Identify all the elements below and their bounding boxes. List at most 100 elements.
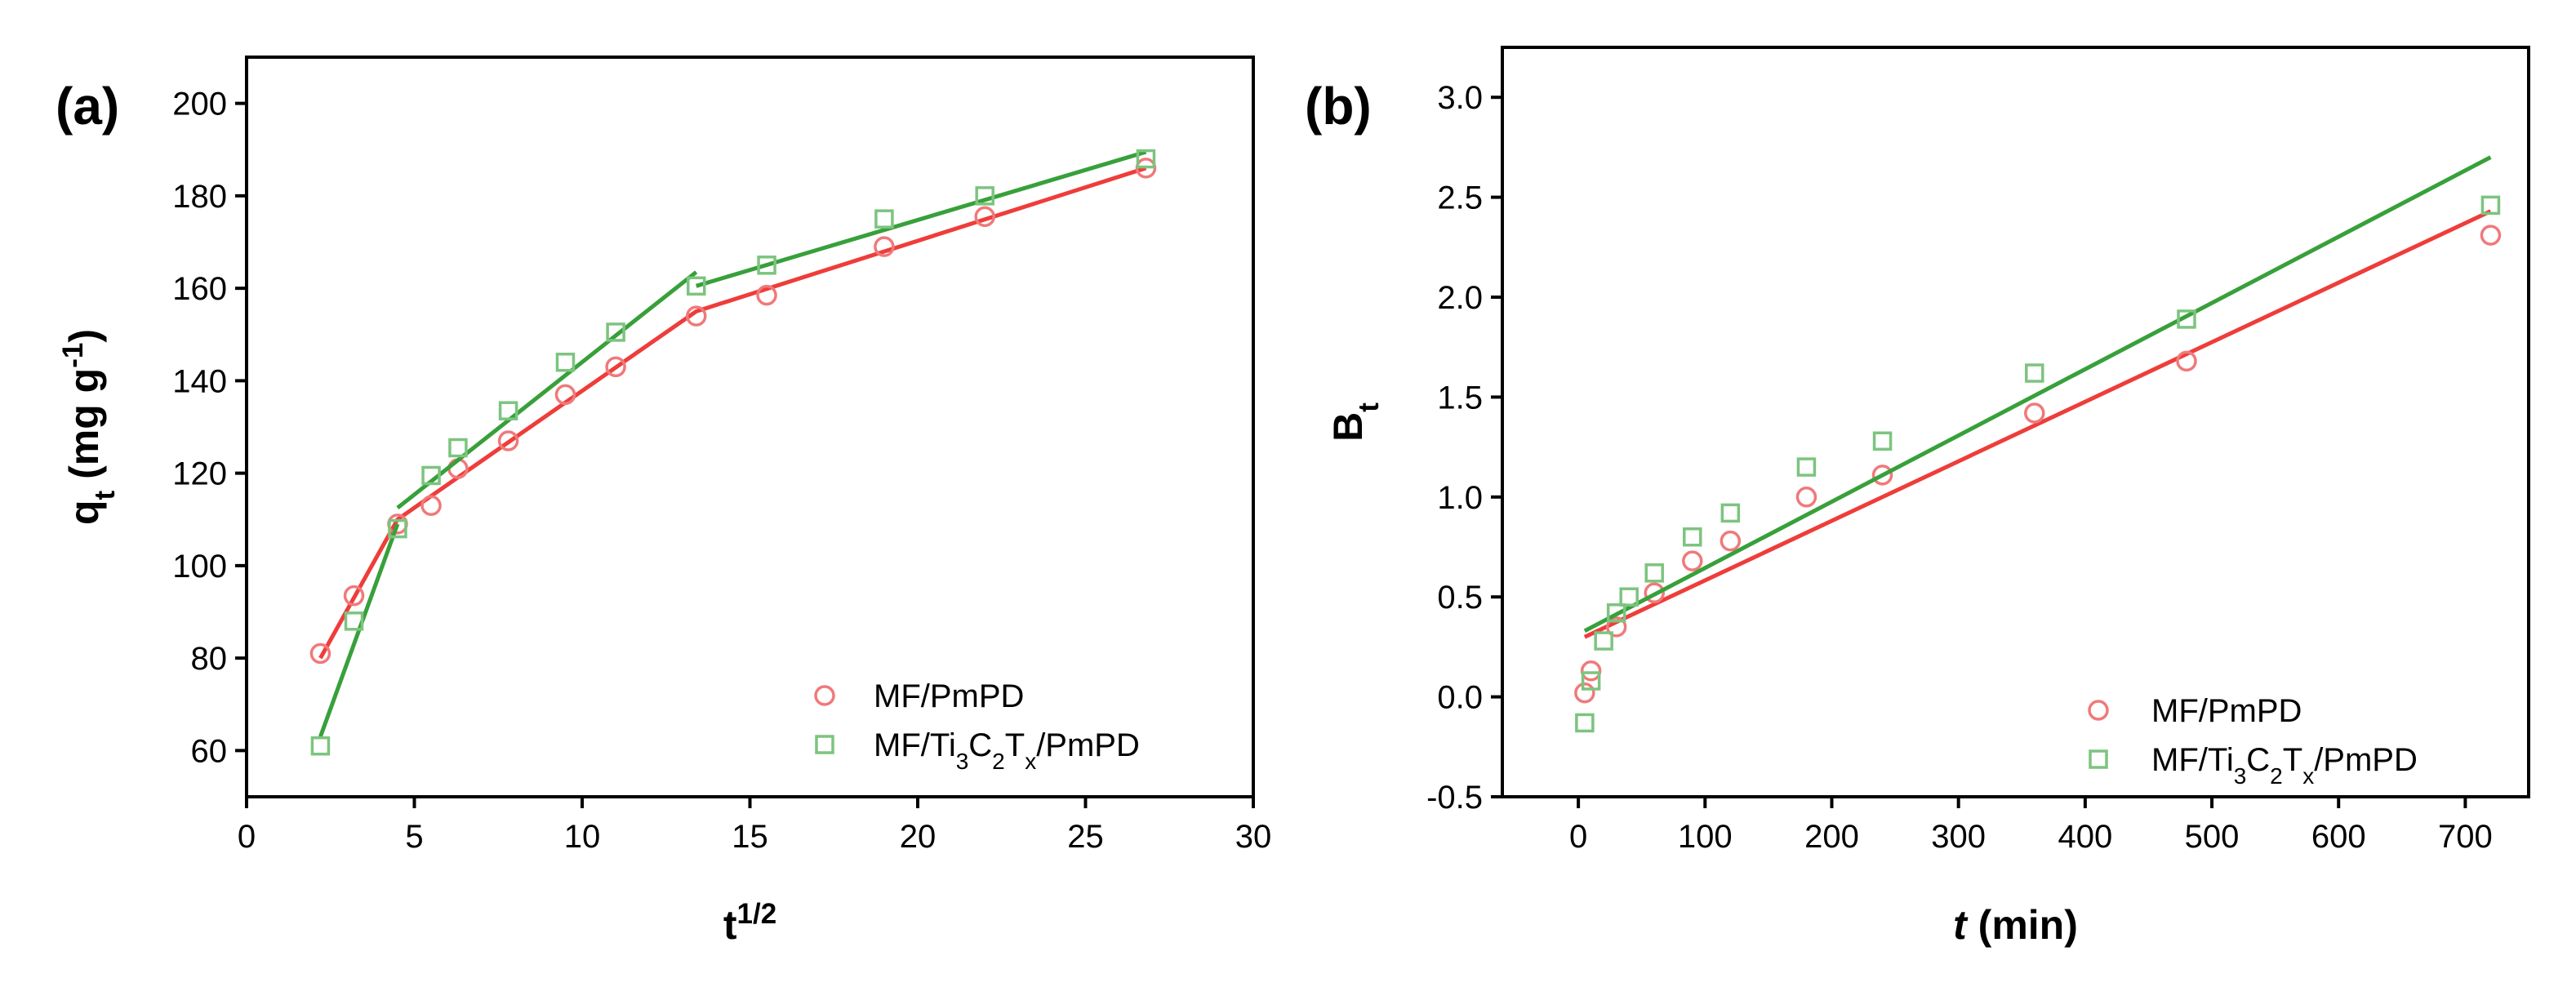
x-tick-label: 15 xyxy=(732,819,768,855)
data-point-circle xyxy=(974,206,995,228)
data-point-circle xyxy=(554,384,576,406)
fit-line xyxy=(1583,155,2492,634)
legend-label-part: 3 xyxy=(2234,763,2247,789)
plot-frame xyxy=(1501,46,2530,798)
data-point-circle xyxy=(1605,616,1627,638)
x-tick-label: 300 xyxy=(1931,819,1986,855)
plot-frame xyxy=(245,56,1255,798)
data-point-circle xyxy=(874,236,895,257)
x-tick-label: 500 xyxy=(2185,819,2240,855)
data-point-square xyxy=(421,465,441,486)
y-tick-label: 200 xyxy=(172,87,227,122)
x-axis-title-var: t xyxy=(723,902,737,948)
x-tick-label: 0 xyxy=(238,819,256,855)
data-point-square xyxy=(757,256,776,275)
panel-label: (a) xyxy=(56,77,119,136)
legend-marker-circle xyxy=(814,685,835,706)
y-tick-label: 1.5 xyxy=(1437,380,1483,416)
data-point-circle xyxy=(1682,550,1703,571)
data-point-square xyxy=(606,322,625,342)
y-tick-label: 140 xyxy=(172,363,227,399)
y-tick-label: 2.5 xyxy=(1437,180,1483,216)
data-point-circle xyxy=(685,305,707,327)
data-point-circle xyxy=(1795,487,1817,508)
fit-line xyxy=(396,270,698,510)
legend-label-part: /PmPD xyxy=(1036,727,1140,763)
series-mf-pmpd: MF/PmPD xyxy=(309,158,1157,714)
legend-label-part: T xyxy=(2283,742,2302,778)
data-point-square xyxy=(1720,503,1741,523)
data-point-circle xyxy=(1574,682,1595,704)
data-point-circle xyxy=(2176,350,2197,372)
legend-marker-square xyxy=(815,735,834,754)
x-axis-title-unit: (min) xyxy=(1967,902,2078,948)
panel-b: 0 100 200 300 400 500 600 700 -0.5 0.0 0.5 1.0 1.5 2.… xyxy=(1305,46,2530,948)
y-tick-label: 160 xyxy=(172,271,227,307)
data-point-circle xyxy=(2024,402,2045,424)
x-tick-label: 600 xyxy=(2311,819,2366,855)
y-tick-label: 0.5 xyxy=(1437,580,1483,616)
x-tick-label: 5 xyxy=(405,819,423,855)
y-axis-title-part: ) xyxy=(61,329,107,343)
y-tick-label: 180 xyxy=(172,179,227,215)
y-axis-title-part: q xyxy=(61,500,107,525)
y-tick-label: -0.5 xyxy=(1426,780,1483,816)
data-point-square xyxy=(1872,431,1893,451)
data-point-circle xyxy=(497,430,519,451)
data-point-square xyxy=(555,352,576,372)
data-point-circle xyxy=(420,495,442,517)
legend-label: MF/PmPD xyxy=(874,678,1024,714)
data-point-circle xyxy=(1720,530,1742,552)
data-point-square xyxy=(1796,457,1817,477)
y-tick-label: 80 xyxy=(191,641,228,677)
x-tick-label: 700 xyxy=(2438,819,2493,855)
x-tick-label: 10 xyxy=(564,819,601,855)
legend-label-part: /PmPD xyxy=(2314,742,2418,778)
fit-line xyxy=(695,149,1147,288)
data-point-square xyxy=(1575,713,1595,733)
data-point-circle xyxy=(1871,465,1893,486)
data-point-square xyxy=(1619,587,1639,607)
y-tick-label: 2.0 xyxy=(1437,280,1483,316)
fit-line xyxy=(1583,209,2492,639)
data-point-square xyxy=(344,611,364,631)
legend-label-part: T xyxy=(1005,727,1025,763)
legend-label-part: MF/PmPD xyxy=(2151,693,2302,729)
legend-label-part: MF/Ti xyxy=(2151,742,2234,778)
x-axis-title: t (min) xyxy=(1953,902,2078,948)
panel-a: 0 5 10 15 20 25 306080100120140160180200(a)t1/… xyxy=(56,56,1271,948)
legend-label: MF/Ti3C2Tx/PmPD xyxy=(2151,742,2418,789)
data-point-square xyxy=(2177,309,2196,329)
x-tick-label: 400 xyxy=(2058,819,2112,855)
series-mf-ti3c2tx-pmpd: MF/Ti3C2Tx/PmPD xyxy=(1575,155,2501,789)
y-axis-title-part: t xyxy=(1353,402,1385,412)
panel-label: (b) xyxy=(1305,77,1372,136)
legend-label-part: 2 xyxy=(992,749,1005,774)
y-tick-label: 3.0 xyxy=(1437,80,1483,116)
legend-marker-square xyxy=(2089,749,2108,769)
x-tick-label: 0 xyxy=(1569,819,1587,855)
data-point-square xyxy=(448,438,468,458)
y-axis-title-part: (mg g xyxy=(61,368,107,491)
data-point-circle xyxy=(756,284,777,306)
x-tick-label: 25 xyxy=(1067,819,1104,855)
legend-label-part: x xyxy=(1025,749,1036,774)
data-point-square xyxy=(2480,195,2501,216)
fit-line xyxy=(318,166,1147,660)
data-point-circle xyxy=(605,356,626,378)
x-tick-label: 200 xyxy=(1804,819,1859,855)
y-axis-title: Bt xyxy=(1325,402,1385,442)
series-mf-ti3c2tx-pmpd: MF/Ti3C2Tx/PmPD xyxy=(310,149,1156,774)
y-axis-title: qt (mg g-1) xyxy=(57,329,121,525)
legend-label-part: MF/Ti xyxy=(874,727,956,763)
y-tick-label: 0.0 xyxy=(1437,680,1483,716)
data-point-circle xyxy=(2480,225,2502,246)
data-point-circle xyxy=(1580,660,1602,682)
data-point-square xyxy=(1644,563,1664,583)
y-axis-title-part: t xyxy=(89,490,121,500)
legend-label: MF/Ti3C2Tx/PmPD xyxy=(874,727,1140,774)
data-point-square xyxy=(2025,363,2044,383)
data-point-square xyxy=(310,736,331,756)
data-point-circle xyxy=(309,642,331,665)
data-point-square xyxy=(1594,631,1613,651)
